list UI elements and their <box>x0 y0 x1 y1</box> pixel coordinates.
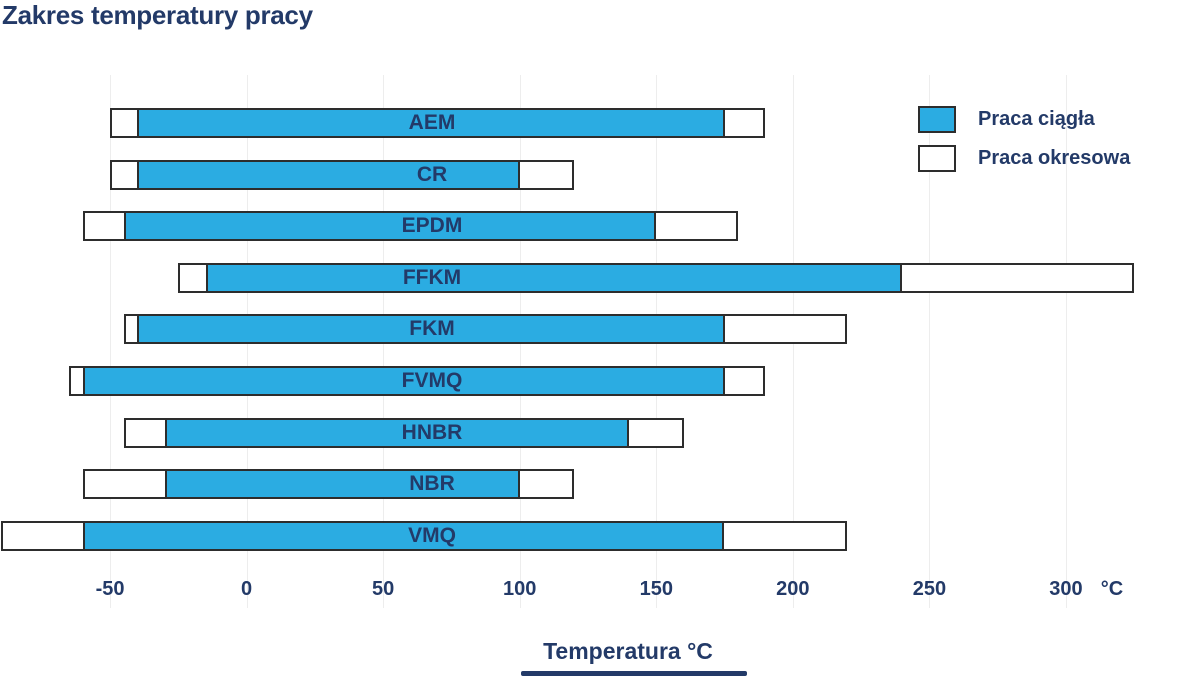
bar-label-hnbr: HNBR <box>401 420 463 444</box>
x-axis-title: Temperatura °C <box>543 638 713 664</box>
range-bar-fkm <box>123 314 848 345</box>
range-bar-aem <box>110 108 766 138</box>
x-tick-200: 200 <box>776 578 810 600</box>
legend: Praca ciągła Praca okresowa <box>918 106 1130 184</box>
legend-label-continuous: Praca ciągła <box>978 108 1095 130</box>
continuous-segment-nbr <box>164 471 520 498</box>
bar-label-epdm: EPDM <box>401 214 463 238</box>
chart-title: Zakres temperatury pracy <box>2 0 313 30</box>
continuous-segment-fkm <box>137 316 725 343</box>
range-bar-vmq <box>0 520 848 551</box>
x-axis-unit-label: °C <box>1100 578 1124 600</box>
range-bar-nbr <box>82 469 575 500</box>
continuous-segment-epdm <box>123 213 657 240</box>
continuous-segment-ffkm <box>205 264 902 291</box>
bar-label-aem: AEM <box>408 111 456 134</box>
x-tick-100: 100 <box>503 578 537 600</box>
legend-swatch-continuous-icon <box>918 106 956 133</box>
continuous-segment-aem <box>137 110 725 136</box>
gridline--50 <box>110 75 112 608</box>
x-tick-250: 250 <box>912 578 947 600</box>
continuous-segment-vmq <box>82 522 725 549</box>
bar-label-fkm: FKM <box>409 317 455 341</box>
range-bar-fvmq <box>69 366 766 396</box>
continuous-segment-fvmq <box>82 368 725 394</box>
bar-label-fvmq: FVMQ <box>401 369 463 392</box>
continuous-segment-cr <box>137 161 520 188</box>
x-tick-50: 50 <box>371 578 395 600</box>
range-bar-ffkm <box>178 262 1135 293</box>
legend-item-continuous: Praca ciągła <box>918 106 1130 133</box>
bar-label-vmq: VMQ <box>408 523 456 547</box>
bottom-accent-bar <box>521 671 747 676</box>
gridline-250 <box>929 75 931 608</box>
range-bar-epdm <box>82 211 739 242</box>
legend-swatch-periodic-icon <box>918 145 956 172</box>
bar-label-cr: CR <box>416 162 448 186</box>
x-tick-150: 150 <box>639 578 673 600</box>
bar-label-ffkm: FFKM <box>402 265 462 289</box>
x-tick--50: -50 <box>95 578 125 600</box>
continuous-segment-hnbr <box>164 419 629 446</box>
x-tick-0: 0 <box>241 578 253 600</box>
bar-label-nbr: NBR <box>409 472 455 496</box>
x-tick-300: 300 <box>1049 578 1083 600</box>
legend-item-periodic: Praca okresowa <box>918 145 1130 172</box>
legend-label-periodic: Praca okresowa <box>978 147 1131 169</box>
gridline-300 <box>1065 75 1067 608</box>
range-bar-cr <box>110 159 575 190</box>
range-bar-hnbr <box>123 417 684 448</box>
